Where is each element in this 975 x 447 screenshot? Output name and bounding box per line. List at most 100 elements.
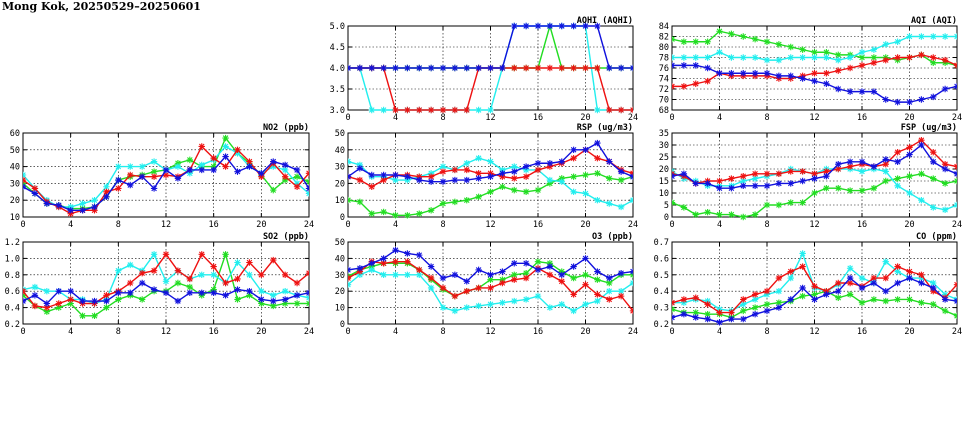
data-point — [115, 296, 122, 303]
data-point — [835, 294, 842, 301]
data-point — [894, 175, 901, 182]
data-point — [799, 168, 806, 175]
data-point — [404, 176, 411, 184]
data-point — [305, 269, 309, 277]
x-tick-label: 24 — [952, 220, 962, 230]
data-point — [103, 183, 110, 190]
data-point — [672, 306, 676, 313]
data-point — [953, 62, 957, 69]
data-point — [846, 54, 854, 61]
data-point — [246, 163, 253, 170]
data-point — [23, 183, 27, 190]
data-point — [629, 64, 633, 72]
y-tick-label: 50 — [335, 129, 345, 139]
data-point — [305, 300, 309, 307]
data-point — [846, 163, 854, 170]
data-point — [522, 296, 530, 303]
data-point — [787, 296, 794, 303]
data-point — [594, 276, 601, 283]
data-point — [823, 49, 830, 56]
data-point — [356, 176, 364, 184]
data-point — [43, 288, 51, 295]
data-point — [716, 28, 723, 35]
data-point — [270, 302, 277, 310]
data-point — [704, 180, 711, 187]
data-point — [499, 166, 506, 174]
data-point — [941, 206, 949, 213]
data-point — [617, 292, 625, 300]
data-point — [416, 173, 423, 180]
data-point — [763, 182, 771, 189]
y-tick-label: 30 — [10, 179, 20, 189]
data-point — [787, 72, 794, 80]
data-point — [582, 190, 589, 197]
data-point — [79, 312, 86, 319]
data-point — [475, 170, 482, 177]
data-point — [463, 304, 470, 311]
data-point — [811, 54, 818, 61]
series-blue — [348, 139, 633, 185]
data-point — [416, 266, 423, 274]
data-point — [43, 308, 51, 315]
y-tick-label: 20 — [335, 287, 345, 297]
y-tick-label: 30 — [659, 141, 669, 151]
data-point — [150, 168, 158, 175]
data-point — [31, 185, 39, 192]
x-tick-label: 12 — [809, 113, 819, 123]
data-point — [55, 300, 62, 307]
data-point — [740, 296, 747, 303]
data-point — [348, 173, 352, 180]
data-point — [594, 155, 601, 162]
x-tick-label: 16 — [533, 220, 543, 230]
data-point — [716, 319, 723, 326]
data-point — [953, 163, 957, 170]
x-tick-label: 4 — [717, 220, 722, 230]
data-point — [882, 168, 889, 175]
chart-aqhi: 0 4 8 12 16 20 24 3.0 3.5 4.0 4.5 5.0 AQHI (AQHI) — [330, 16, 638, 123]
data-point — [293, 166, 301, 174]
data-point — [594, 64, 601, 72]
data-point — [918, 299, 925, 306]
data-point — [67, 203, 74, 211]
y-tick-label: 0.4 — [654, 287, 669, 297]
data-point — [380, 271, 387, 278]
y-tick-label: 0 — [340, 213, 345, 223]
data-point — [348, 281, 352, 288]
x-tick-label: 0 — [20, 327, 25, 337]
data-point — [356, 161, 364, 169]
data-point — [763, 301, 771, 308]
data-point — [680, 310, 688, 318]
data-point — [475, 106, 482, 114]
chart-title: O3 (ppb) — [592, 232, 633, 242]
data-point — [570, 291, 577, 298]
data-point — [79, 297, 86, 305]
chart-title: AQHI (AQHI) — [577, 16, 633, 26]
data-point — [305, 185, 309, 192]
x-tick-label: 8 — [440, 220, 445, 230]
data-point — [138, 269, 146, 277]
data-point — [787, 274, 794, 282]
data-point — [870, 59, 878, 66]
data-point — [787, 268, 794, 275]
data-point — [356, 198, 364, 206]
data-point — [522, 173, 530, 180]
data-point — [356, 271, 364, 278]
data-point — [416, 64, 423, 72]
data-point — [463, 197, 470, 204]
y-tick-label: 4.0 — [330, 64, 345, 74]
data-point — [570, 64, 577, 72]
data-point — [835, 288, 842, 295]
data-point — [404, 173, 411, 180]
data-point — [427, 178, 435, 185]
data-point — [930, 33, 937, 40]
data-point — [150, 286, 158, 293]
data-point — [534, 266, 542, 274]
y-tick-label: 3.0 — [330, 106, 345, 116]
y-tick-label: 30 — [335, 271, 345, 281]
data-point — [894, 54, 901, 61]
data-point — [835, 51, 842, 59]
data-point — [870, 54, 878, 61]
data-point — [522, 166, 530, 174]
data-point — [368, 64, 375, 72]
data-point — [487, 276, 494, 283]
